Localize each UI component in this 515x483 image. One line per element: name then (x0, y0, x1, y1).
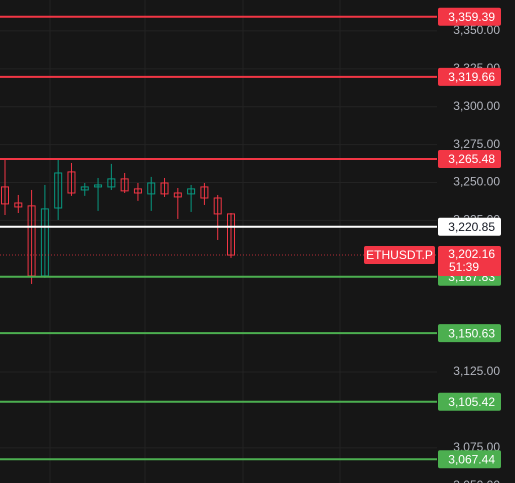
level-label: 3,105.42 (448, 395, 495, 409)
symbol-label: ETHUSDT.P (366, 248, 433, 262)
level-label-box (438, 217, 501, 236)
candle-body (160, 182, 169, 195)
level-label: 3,265.48 (448, 152, 495, 166)
level-label-box (438, 7, 501, 26)
level-label: 3,359.39 (448, 10, 495, 24)
y-tick-label: 3,350.00 (453, 23, 500, 37)
y-tick-label: 3,275.00 (453, 137, 500, 151)
candle-body (1, 186, 9, 205)
candle-body (173, 192, 182, 198)
level-label-box (438, 67, 501, 86)
candle-body (80, 186, 89, 191)
level-label-box (438, 450, 501, 469)
level-label-box (438, 324, 501, 343)
last-price-box (438, 246, 501, 277)
candle-body (14, 202, 23, 208)
vertical-grid (49, 0, 341, 483)
candle-body (213, 197, 222, 215)
last-price-label: 3,202.16 (448, 247, 495, 261)
candle-body (94, 184, 103, 188)
candle-body (67, 171, 76, 194)
candle-body (147, 182, 156, 195)
candle-body (200, 186, 209, 199)
candle-body (120, 178, 129, 192)
y-tick-label: 3,300.00 (453, 99, 500, 113)
candle-body (107, 178, 116, 188)
y-tick-label: 3,250.00 (453, 175, 500, 189)
level-label: 3,067.44 (448, 452, 495, 466)
candle-body (187, 188, 196, 195)
candle-body (133, 188, 142, 194)
level-label: 3,220.85 (448, 220, 495, 234)
symbol-box (364, 246, 435, 265)
level-label: 3,319.66 (448, 70, 495, 84)
level-label-box (438, 392, 501, 411)
level-label-box (438, 150, 501, 169)
level-label: 3,150.63 (448, 326, 495, 340)
countdown: 51:39 (449, 260, 479, 274)
y-tick-label: 3,125.00 (453, 364, 500, 378)
y-tick-label: 3,050.00 (453, 478, 500, 483)
candle-body (54, 172, 63, 209)
